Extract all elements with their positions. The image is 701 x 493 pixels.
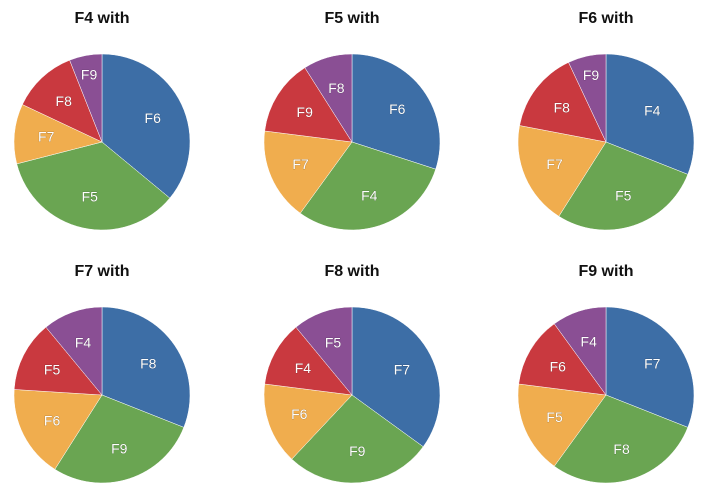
pie-slice — [263, 130, 353, 214]
slice-label: F9 — [349, 443, 366, 459]
pie-chart: F6 F4 F7 F9 F8 — [263, 53, 441, 231]
pie-slice — [13, 389, 103, 470]
pie-panel: F5 with F6 F4 F7 F9 F8 — [252, 0, 452, 240]
slice-label: F8 — [328, 80, 345, 96]
pie-slice — [16, 141, 171, 231]
pie-slice — [304, 53, 353, 143]
slice-label: F7 — [292, 156, 309, 172]
slice-label: F5 — [615, 187, 632, 203]
chart-title: F9 with — [578, 263, 634, 280]
slice-label: F5 — [82, 189, 99, 205]
chart-title: F6 with — [578, 10, 634, 27]
pie-slice — [13, 326, 103, 396]
slice-label: F6 — [145, 110, 162, 126]
slice-label: F4 — [581, 334, 598, 350]
pie-slice — [518, 323, 607, 396]
pie-slice — [295, 306, 353, 396]
pie-panel: F7 with F8 F9 F6 F5 F4 — [2, 253, 202, 493]
pie-slice — [69, 53, 103, 143]
slice-label: F7 — [38, 129, 55, 145]
pie-slice — [553, 306, 607, 396]
slice-label: F7 — [394, 362, 411, 378]
pie-slice — [519, 62, 607, 143]
slice-label: F6 — [44, 412, 61, 428]
pie-slice — [351, 53, 441, 170]
slice-label: F6 — [291, 406, 308, 422]
pie-slice — [351, 306, 441, 448]
chart-title: F4 with — [74, 10, 130, 27]
pie-chart: F4 F5 F7 F8 F9 — [517, 53, 695, 231]
slice-label: F8 — [140, 356, 157, 372]
slice-label: F8 — [554, 100, 571, 116]
slice-label: F6 — [389, 101, 406, 117]
pie-chart: F6 F5 F7 F8 F9 — [13, 53, 191, 231]
pie-slice — [558, 141, 689, 231]
pie-chart: F7 F9 F6 F4 F5 — [263, 306, 441, 484]
slice-label: F4 — [295, 360, 312, 376]
pie-slice — [22, 59, 103, 143]
slice-label: F7 — [546, 156, 563, 172]
slice-label: F4 — [75, 334, 92, 350]
slice-label: F9 — [81, 67, 98, 83]
slice-label: F5 — [546, 409, 563, 425]
slice-label: F5 — [325, 334, 342, 350]
pie-slice — [517, 125, 607, 217]
pie-slice — [568, 53, 607, 143]
slice-label: F8 — [56, 93, 73, 109]
pie-slice — [299, 141, 437, 231]
slice-label: F7 — [644, 356, 661, 372]
pie-panel: F8 with F7 F9 F6 F4 F5 — [252, 253, 452, 493]
pie-slice — [605, 306, 695, 428]
pie-slice — [45, 306, 103, 396]
slice-label: F9 — [111, 440, 128, 456]
pie-slice — [553, 394, 689, 484]
pie-slice — [101, 306, 191, 428]
pie-slice — [101, 53, 191, 199]
pie-panel: F4 with F6 F5 F7 F8 F9 — [2, 0, 202, 240]
pie-slice — [54, 394, 185, 484]
pie-slice — [605, 53, 695, 175]
chart-title: F7 with — [74, 263, 130, 280]
pie-chart: F7 F8 F5 F6 F4 — [517, 306, 695, 484]
chart-title: F5 with — [324, 10, 380, 27]
slice-label: F5 — [44, 362, 61, 378]
pie-slice — [291, 394, 424, 484]
slice-label: F6 — [550, 359, 567, 375]
slice-label: F8 — [613, 441, 630, 457]
slice-label: F9 — [583, 67, 600, 83]
slice-label: F9 — [297, 104, 314, 120]
pie-panel: F9 with F7 F8 F5 F6 F4 — [506, 253, 701, 493]
pie-slice — [264, 326, 353, 396]
slice-label: F4 — [361, 187, 378, 203]
pie-slice — [264, 67, 353, 143]
pie-slice — [263, 383, 353, 460]
pie-slice — [517, 383, 607, 467]
pie-chart: F8 F9 F6 F5 F4 — [13, 306, 191, 484]
pie-panel: F6 with F4 F5 F7 F8 F9 — [506, 0, 701, 240]
chart-title: F8 with — [324, 263, 380, 280]
slice-label: F4 — [644, 103, 661, 119]
